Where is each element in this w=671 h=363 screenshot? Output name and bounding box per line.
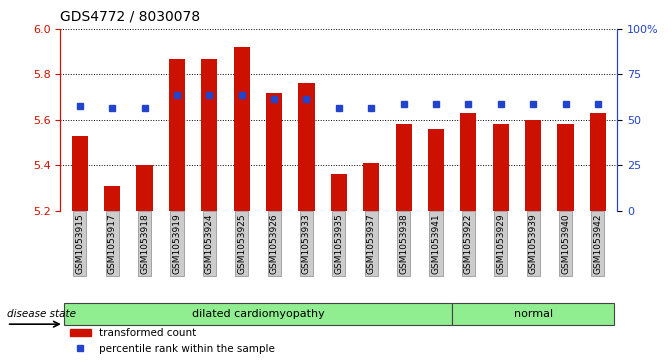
Bar <box>136 165 153 211</box>
Bar <box>395 124 412 211</box>
Bar <box>299 83 315 211</box>
Bar <box>460 113 476 211</box>
Bar <box>234 47 250 211</box>
Bar <box>363 163 379 211</box>
FancyBboxPatch shape <box>452 302 614 325</box>
Text: dilated cardiomyopathy: dilated cardiomyopathy <box>191 309 324 319</box>
FancyBboxPatch shape <box>64 302 452 325</box>
Bar <box>72 136 88 211</box>
Bar <box>493 124 509 211</box>
Bar <box>590 113 606 211</box>
Bar <box>104 185 120 211</box>
Bar <box>169 58 185 211</box>
Text: disease state: disease state <box>7 309 76 319</box>
Bar <box>201 58 217 211</box>
Legend: transformed count, percentile rank within the sample: transformed count, percentile rank withi… <box>66 324 279 358</box>
Bar <box>428 129 444 211</box>
Bar <box>331 174 347 211</box>
Text: GDS4772 / 8030078: GDS4772 / 8030078 <box>60 10 201 24</box>
Bar <box>558 124 574 211</box>
Text: normal: normal <box>513 309 553 319</box>
Bar <box>266 93 282 211</box>
Bar <box>525 120 541 211</box>
